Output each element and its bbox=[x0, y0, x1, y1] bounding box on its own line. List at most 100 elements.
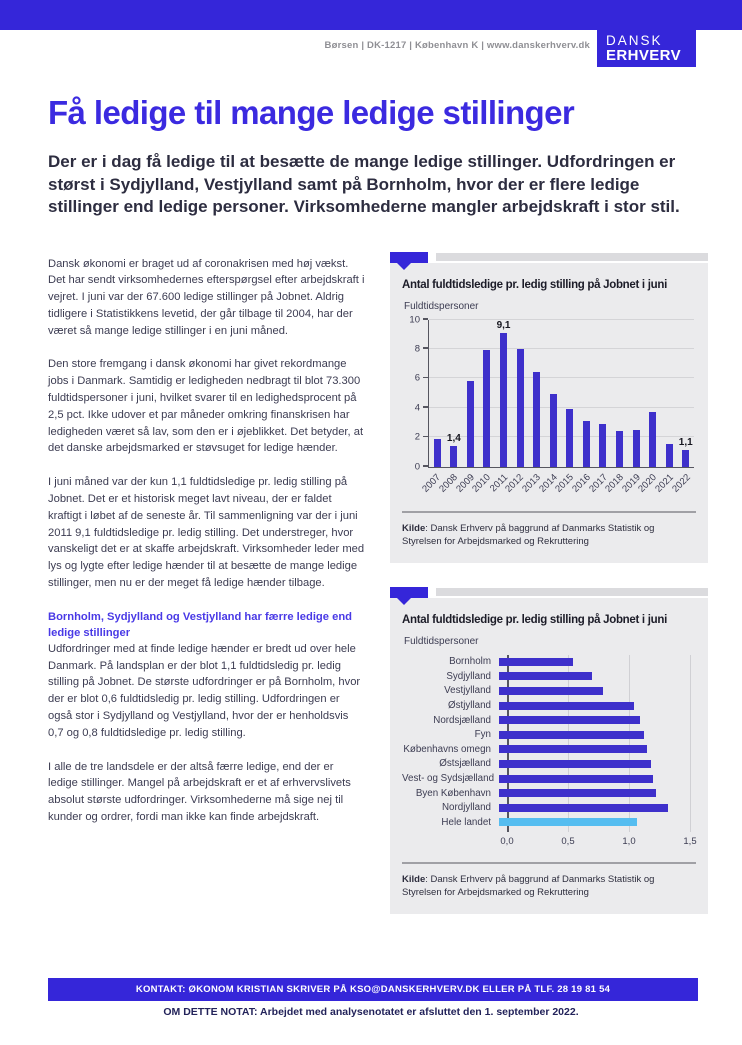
bar-column: 9,1 bbox=[495, 320, 512, 467]
bar-column: 1,1 bbox=[677, 320, 694, 467]
gridline bbox=[568, 654, 569, 832]
bar-row: Fyn bbox=[402, 727, 696, 742]
gridline bbox=[429, 347, 694, 349]
bar bbox=[499, 818, 637, 827]
bar-row: Hele landet bbox=[402, 815, 696, 830]
bar bbox=[483, 350, 491, 467]
source-label: Kilde bbox=[402, 522, 426, 534]
about-note: OM DETTE NOTAT: Arbejdet med analysenota… bbox=[163, 1006, 579, 1018]
y-axis-line bbox=[507, 654, 509, 832]
bar bbox=[499, 759, 651, 768]
bar-column bbox=[429, 320, 446, 467]
y-axis-tick-label: 10 bbox=[409, 314, 420, 325]
bar-column bbox=[628, 320, 645, 467]
bar-value-label: 9,1 bbox=[496, 319, 511, 331]
y-axis-tick-label: 6 bbox=[414, 372, 420, 384]
source-line: Kilde: Dansk Erhverv på baggrund af Danm… bbox=[402, 873, 696, 900]
bar bbox=[632, 429, 640, 467]
row-label: Nordjylland bbox=[441, 802, 491, 814]
bar bbox=[499, 657, 573, 666]
source-label: Kilde bbox=[402, 873, 426, 885]
bar-row: Vest- og Sydsjælland bbox=[402, 771, 696, 786]
row-label: Vestjylland bbox=[444, 685, 491, 697]
logo-dansk-text: DANSK bbox=[606, 33, 663, 48]
yearly-bar-plot: 0 2 4 6 8 10 1,4 9,1 1,1 bbox=[409, 314, 694, 472]
charts-column: Antal fuldtidsledige pr. ledig stilling … bbox=[390, 251, 708, 914]
y-axis-tick bbox=[423, 376, 428, 379]
y-axis-tick bbox=[423, 435, 428, 438]
bar-track bbox=[499, 686, 690, 695]
bar-row: Bornholm bbox=[402, 655, 696, 670]
body-paragraph-5: I alle de tre landsdele er der altså fær… bbox=[48, 760, 351, 824]
bar-track bbox=[499, 672, 690, 681]
bar-row: Nordjylland bbox=[402, 800, 696, 815]
bar bbox=[499, 745, 647, 754]
x-axis-tick-label: 1,5 bbox=[683, 835, 697, 847]
source-divider bbox=[402, 861, 696, 864]
gridline bbox=[429, 436, 694, 438]
bar-row: Byen København bbox=[402, 786, 696, 801]
card-top-strip bbox=[436, 587, 708, 596]
row-label: Hele landet bbox=[441, 816, 491, 828]
bar bbox=[682, 450, 690, 467]
x-axis-tick-labels: 0,0 0,5 1,0 1,5 bbox=[500, 835, 696, 850]
bar-row: Københavns omegn bbox=[402, 742, 696, 757]
bar bbox=[599, 423, 607, 467]
address-line: Børsen | DK-1217 | København K | www.dan… bbox=[324, 40, 590, 51]
bar-row: Vestjylland bbox=[402, 684, 696, 699]
bar bbox=[499, 716, 641, 725]
bar-value-label: 1,4 bbox=[446, 432, 461, 444]
gridline bbox=[690, 654, 691, 832]
gridline bbox=[629, 654, 630, 832]
bar-track bbox=[499, 774, 690, 783]
bar-value-label: 1,1 bbox=[678, 437, 693, 449]
chart-unit-label: Fuldtidspersoner bbox=[404, 300, 479, 312]
contact-bar: KONTAKT: ØKONOM KRISTIAN SKRIVER PÅ KSO@… bbox=[48, 978, 698, 1001]
x-axis-labels: 2007 2008 2009 2010 2011 2012 2013 2014 2015 2016… bbox=[421, 468, 694, 499]
row-label: Østjylland bbox=[447, 700, 491, 712]
y-axis-tick-label: 4 bbox=[414, 402, 420, 414]
body-column: Dansk økonomi er braget ud af coronakris… bbox=[48, 252, 366, 914]
bar-column: 1,4 bbox=[446, 320, 463, 467]
bar bbox=[500, 332, 508, 467]
bar-column bbox=[479, 320, 496, 467]
bar-row: Østsjælland bbox=[402, 757, 696, 772]
bar-track bbox=[499, 745, 690, 754]
gridline bbox=[429, 377, 694, 379]
bar bbox=[499, 701, 634, 710]
logo-erhverv-text: ERHVERV bbox=[606, 47, 682, 64]
top-brand-bar bbox=[0, 0, 742, 30]
x-axis-tick-label: 1,0 bbox=[622, 835, 636, 847]
bar-track bbox=[499, 759, 690, 768]
bar-track bbox=[499, 716, 690, 725]
body-paragraph-3: I juni måned var der kun 1,1 fuldtidsled… bbox=[48, 476, 365, 590]
bar-row: Østjylland bbox=[402, 698, 696, 713]
bar bbox=[516, 348, 524, 467]
chart-unit-label: Fuldtidspersoner bbox=[404, 635, 479, 647]
y-axis-tick bbox=[423, 347, 428, 349]
bar bbox=[499, 774, 654, 783]
section-subheading: Bornholm, Sydjylland og Vestjylland har … bbox=[48, 610, 352, 639]
bookmark-flag-icon bbox=[390, 586, 428, 605]
chart-title: Antal fuldtidsledige pr. ledig stilling … bbox=[402, 278, 667, 291]
gridline bbox=[429, 406, 694, 408]
bar-rows: Bornholm Sydjylland Vestjylland Østjylland N… bbox=[402, 655, 696, 830]
bar-track bbox=[499, 803, 690, 812]
x-axis-tick-label: 0,5 bbox=[561, 835, 575, 847]
x-axis-tick-label: 0,0 bbox=[500, 835, 514, 847]
bar bbox=[466, 381, 474, 467]
bar-column bbox=[512, 320, 529, 467]
bar bbox=[615, 431, 623, 467]
bar bbox=[549, 394, 557, 467]
row-label: Fyn bbox=[474, 729, 491, 741]
source-line: Kilde: Dansk Erhverv på baggrund af Danm… bbox=[402, 522, 696, 549]
y-axis-tick bbox=[423, 406, 428, 408]
bar-track bbox=[499, 730, 690, 739]
bar bbox=[499, 730, 645, 739]
bar bbox=[433, 438, 441, 467]
bar-column bbox=[578, 320, 595, 467]
row-label: Vest- og Sydsjælland bbox=[402, 773, 495, 785]
y-axis-tick-label: 8 bbox=[414, 343, 420, 355]
row-label: Bornholm bbox=[449, 656, 491, 668]
y-axis-tick-label: 2 bbox=[414, 431, 420, 443]
